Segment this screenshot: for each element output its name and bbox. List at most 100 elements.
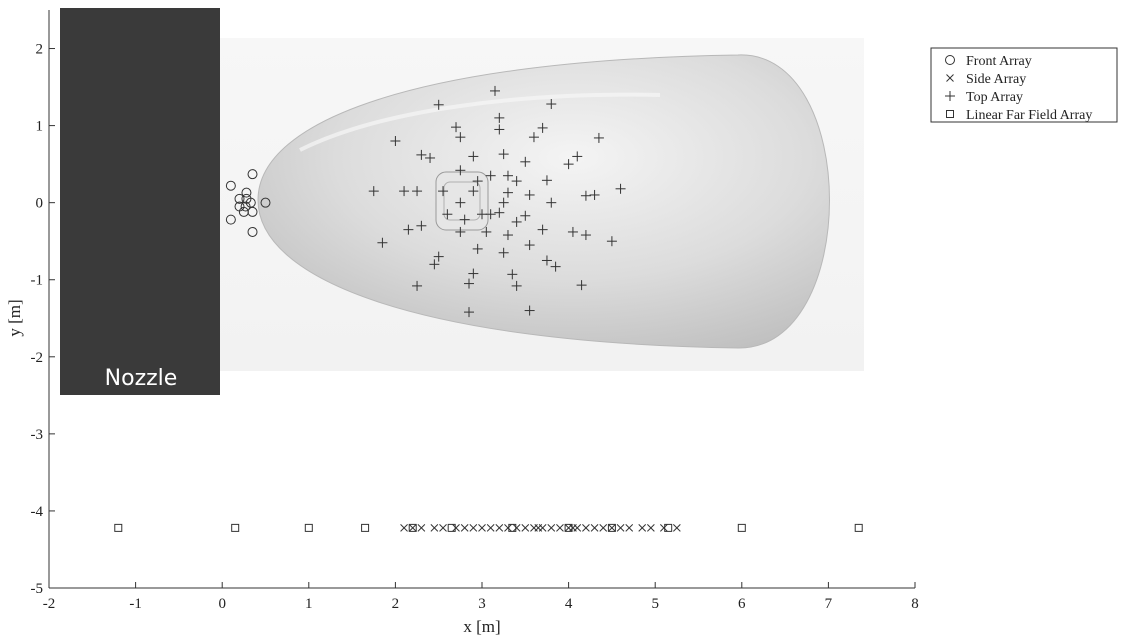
data-point	[478, 524, 486, 532]
data-point	[247, 169, 258, 180]
legend-marker	[946, 110, 954, 118]
data-point	[472, 176, 483, 187]
data-point	[417, 524, 426, 532]
data-point	[546, 99, 557, 110]
data-point	[468, 268, 479, 279]
data-point	[508, 523, 517, 532]
x-tick-label: 4	[565, 596, 573, 612]
data-point	[511, 216, 522, 227]
data-point	[541, 175, 552, 186]
data-point	[520, 156, 531, 167]
y-tick-label: 0	[36, 196, 44, 212]
data-point	[498, 247, 509, 258]
data-point	[225, 180, 236, 191]
data-point	[521, 524, 530, 532]
data-point	[464, 278, 475, 289]
legend-marker	[945, 55, 955, 65]
y-tick-label: -1	[31, 273, 44, 289]
data-point	[511, 176, 522, 187]
data-point	[408, 524, 417, 532]
data-point	[439, 524, 447, 532]
x-tick-label: 0	[218, 596, 226, 612]
data-point	[660, 524, 668, 532]
data-point	[537, 122, 548, 133]
y-tick-label: 2	[36, 42, 44, 58]
data-point	[438, 186, 449, 197]
data-point	[234, 193, 245, 204]
data-point	[556, 524, 564, 532]
data-point	[304, 523, 313, 532]
data-point	[608, 524, 616, 532]
x-tick-label: -2	[43, 596, 56, 612]
data-point	[615, 183, 626, 194]
data-point	[606, 236, 617, 247]
data-point	[489, 85, 500, 96]
x-ticks: -2 -1 0 1 2 3 4 5 6 7 8	[43, 582, 919, 612]
legend: Front Array Side Array Top Array Linear Far…	[930, 47, 1118, 123]
data-point	[502, 170, 513, 181]
data-point	[520, 210, 531, 221]
model-highlight	[299, 92, 661, 152]
data-point	[647, 524, 655, 532]
data-point	[638, 524, 647, 532]
legend-entry: Side Array	[966, 72, 1026, 87]
data-point	[593, 132, 604, 143]
data-point	[425, 152, 436, 163]
data-point	[576, 280, 587, 291]
data-point	[442, 209, 453, 220]
data-point	[459, 214, 470, 225]
data-point	[416, 220, 427, 231]
data-point	[231, 523, 240, 532]
data-point	[538, 524, 547, 532]
data-marks	[114, 85, 863, 532]
legend-entry: Linear Far Field Array	[966, 108, 1092, 123]
data-point	[589, 189, 600, 200]
data-point	[412, 280, 423, 291]
x-tick-label: 6	[738, 596, 746, 612]
data-point	[240, 201, 251, 212]
data-point	[567, 226, 578, 237]
data-point	[572, 151, 583, 162]
data-point	[451, 122, 462, 133]
data-point	[494, 207, 505, 218]
data-point	[580, 190, 591, 201]
data-point	[854, 523, 863, 532]
data-point	[599, 524, 608, 532]
data-point	[403, 224, 414, 235]
data-point	[390, 136, 401, 147]
series-linear-far-field-array	[114, 523, 863, 532]
data-point	[377, 237, 388, 248]
x-tick-label: 5	[651, 596, 659, 612]
data-point	[433, 99, 444, 110]
data-point	[238, 206, 249, 217]
data-point	[573, 524, 582, 532]
y-tick-label: -5	[31, 581, 44, 597]
data-point	[433, 251, 444, 262]
data-point	[590, 524, 599, 532]
data-point	[550, 261, 561, 272]
data-point	[481, 226, 492, 237]
series-front-array	[225, 169, 271, 237]
data-point	[498, 149, 509, 160]
data-point	[511, 280, 522, 291]
legend-entry: Top Array	[966, 90, 1023, 105]
legend-box	[930, 47, 1118, 123]
data-point	[468, 151, 479, 162]
data-point	[495, 524, 504, 532]
legend-marker	[946, 74, 954, 82]
data-point	[512, 524, 521, 532]
legend-entry: Front Array	[966, 54, 1032, 69]
data-point	[564, 523, 573, 532]
data-point	[485, 170, 496, 181]
y-tick-label: 1	[36, 119, 44, 135]
data-point	[452, 524, 460, 532]
data-point	[260, 197, 271, 208]
data-point	[485, 209, 496, 220]
data-point	[455, 197, 466, 208]
y-tick-label: -4	[31, 504, 44, 520]
data-point	[524, 305, 535, 316]
data-point	[469, 524, 478, 532]
data-point	[408, 523, 417, 532]
data-point	[245, 197, 256, 208]
